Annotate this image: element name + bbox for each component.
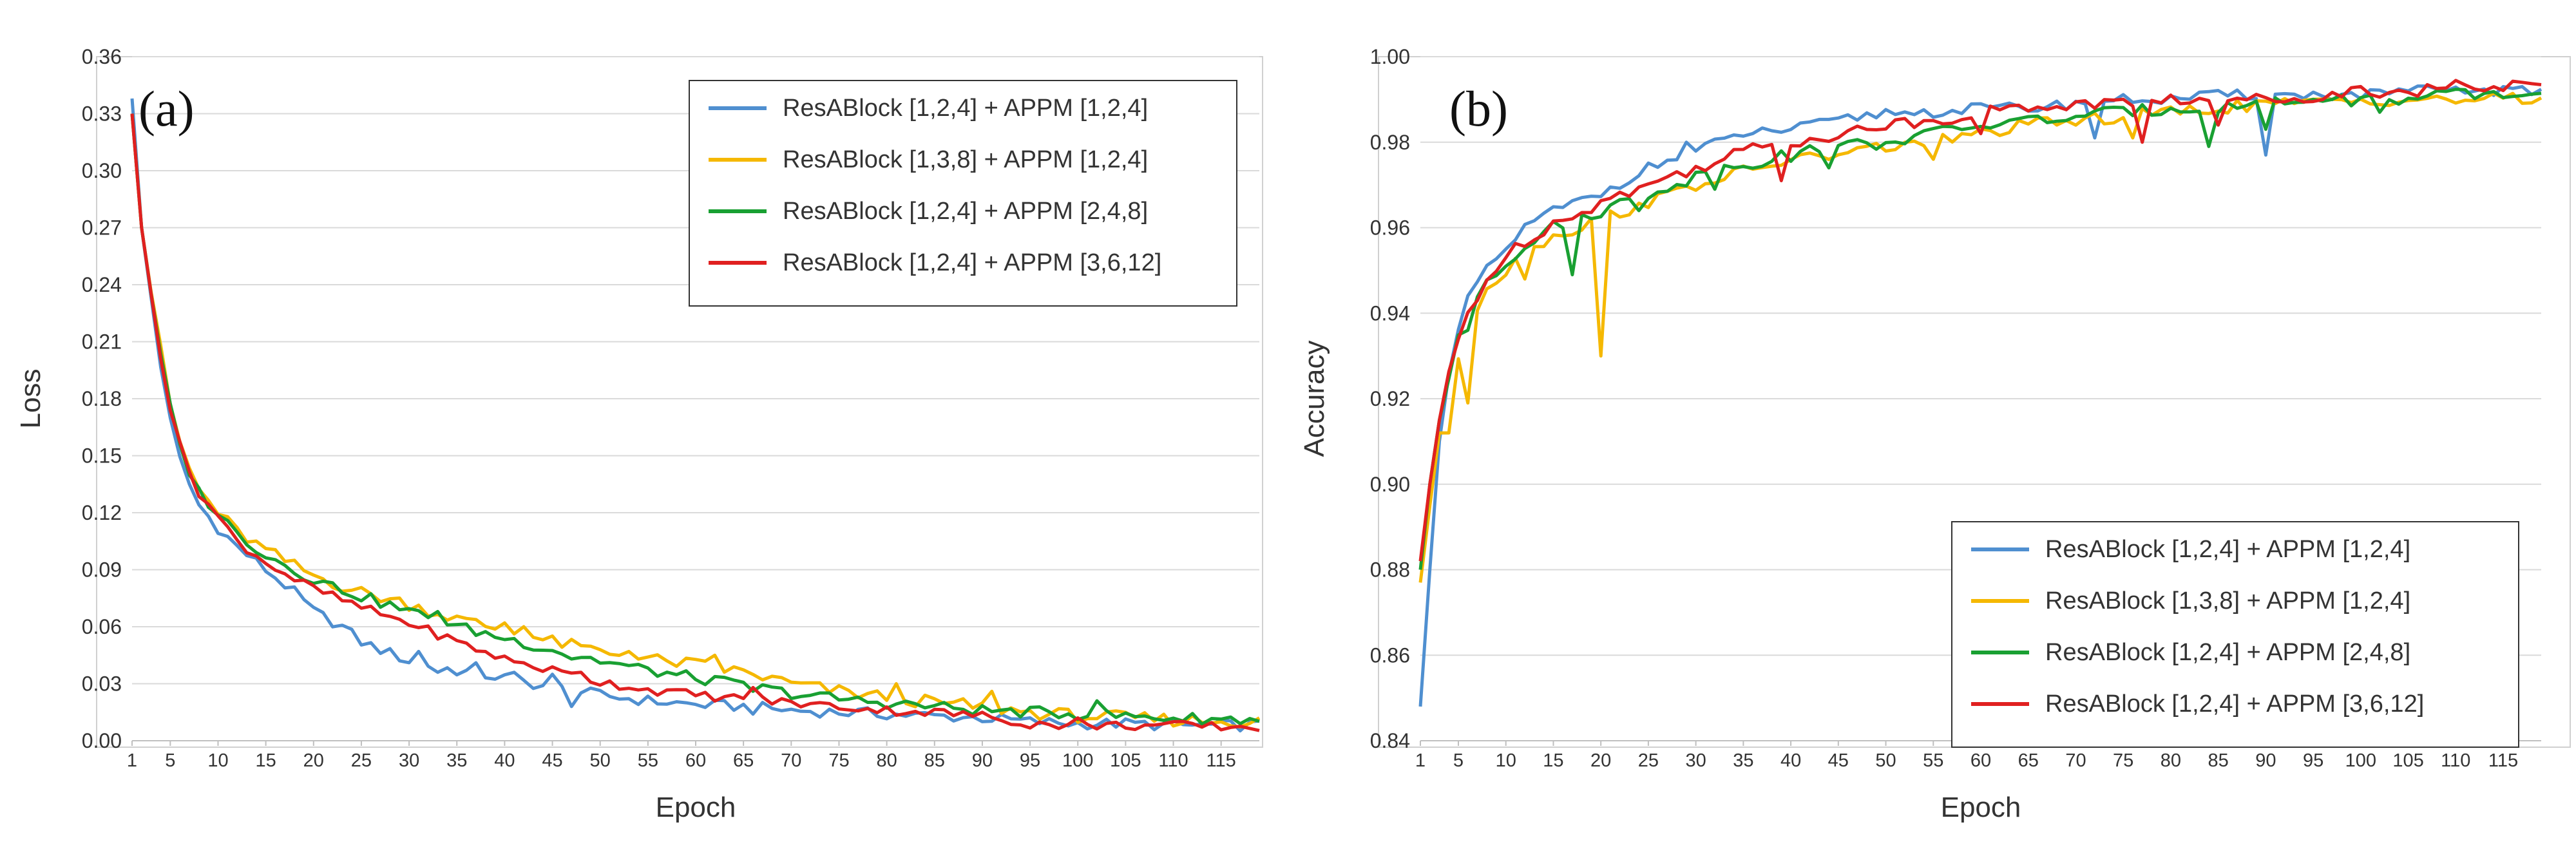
- legend-entry-1: ResABlock [1,2,4] + APPM [1,2,4]: [2045, 536, 2410, 563]
- x-tick-label: 1: [127, 750, 137, 771]
- x-tick-label: 30: [1685, 750, 1706, 771]
- y-tick-label: 0.96: [1370, 216, 1410, 240]
- y-tick-label: 0.88: [1370, 558, 1410, 582]
- y-axis-title: Loss: [15, 369, 46, 429]
- x-tick-label: 1: [1415, 750, 1426, 771]
- y-tick-label: 0.21: [82, 330, 122, 354]
- y-tick-label: 0.12: [82, 501, 122, 524]
- x-tick-label: 100: [1062, 750, 1093, 771]
- y-tick-label: 0.18: [82, 387, 122, 410]
- legend-entry-3: ResABlock [1,2,4] + APPM [2,4,8]: [2045, 639, 2410, 666]
- x-tick-label: 45: [542, 750, 562, 771]
- y-tick-label: 0.15: [82, 444, 122, 468]
- x-tick-label: 20: [1590, 750, 1611, 771]
- series-line-3: [1418, 88, 2542, 570]
- x-axis-title: Epoch: [656, 792, 736, 823]
- x-tick-label: 110: [2441, 750, 2470, 771]
- y-tick-label: 0.86: [1370, 643, 1410, 667]
- x-tick-label: 110: [1158, 750, 1188, 771]
- x-tick-label: 15: [1543, 750, 1563, 771]
- x-tick-label: 45: [1828, 750, 1849, 771]
- panel-label: (a): [138, 81, 195, 137]
- x-tick-label: 95: [2303, 750, 2323, 771]
- y-tick-label: 0.36: [82, 45, 122, 68]
- y-tick-label: 0.33: [82, 102, 122, 126]
- x-tick-label: 75: [828, 750, 849, 771]
- x-tick-label: 70: [2065, 750, 2086, 771]
- x-tick-label: 105: [2392, 750, 2423, 771]
- legend-box: [1951, 521, 2519, 748]
- y-tick-label: 0.98: [1370, 131, 1410, 154]
- series-line-4: [1418, 79, 2542, 562]
- x-tick-label: 5: [165, 750, 175, 771]
- x-tick-label: 90: [2255, 750, 2276, 771]
- series-line-2: [130, 113, 1261, 728]
- legend-entry-2: ResABlock [1,3,8] + APPM [1,2,4]: [783, 146, 1148, 173]
- x-tick-label: 85: [924, 750, 945, 771]
- x-tick-label: 25: [351, 750, 372, 771]
- y-axis-title: Accuracy: [1299, 341, 1330, 457]
- x-tick-label: 115: [1207, 750, 1236, 771]
- x-tick-label: 55: [638, 750, 658, 771]
- series-line-3: [130, 113, 1260, 726]
- x-tick-label: 40: [494, 750, 515, 771]
- panel-label: (b): [1449, 81, 1508, 137]
- x-tick-label: 10: [1496, 750, 1516, 771]
- y-tick-label: 0.92: [1370, 387, 1410, 410]
- x-tick-label: 65: [2018, 750, 2039, 771]
- legend-entry-4: ResABlock [1,2,4] + APPM [3,6,12]: [2045, 690, 2424, 718]
- x-tick-label: 105: [1110, 750, 1141, 771]
- y-tick-label: 0.09: [82, 558, 122, 582]
- accuracy-chart-panel: 0.840.860.880.900.920.940.960.981.001 5 10…: [1299, 45, 2571, 823]
- loss-chart-panel: 0.00 0.03 0.06 0.09 0.12 0.15 0.18 0.21 0.24 0.27…: [15, 45, 1263, 823]
- y-tick-label: 0.00: [82, 729, 122, 752]
- series-line-1: [1418, 84, 2543, 707]
- legend-entry-2: ResABlock [1,3,8] + APPM [1,2,4]: [2045, 587, 2410, 614]
- x-tick-label: 25: [1638, 750, 1659, 771]
- legend-entry-3: ResABlock [1,2,4] + APPM [2,4,8]: [783, 198, 1148, 225]
- x-tick-label: 65: [733, 750, 754, 771]
- y-tick-label: 0.03: [82, 672, 122, 696]
- x-tick-label: 85: [2208, 750, 2229, 771]
- x-axis-title: Epoch: [1941, 792, 2021, 823]
- y-tick-label: 0.06: [82, 615, 122, 638]
- legend-entry-1: ResABlock [1,2,4] + APPM [1,2,4]: [783, 95, 1148, 122]
- series-line-1: [130, 98, 1260, 733]
- x-tick-label: 100: [2345, 750, 2376, 771]
- x-tick-label: 10: [207, 750, 228, 771]
- x-tick-label: 15: [255, 750, 276, 771]
- y-tick-label: 0.90: [1370, 473, 1410, 496]
- x-tick-label: 5: [1453, 750, 1464, 771]
- y-tick-label: 0.30: [82, 159, 122, 182]
- legend-entry-4: ResABlock [1,2,4] + APPM [3,6,12]: [783, 249, 1161, 276]
- y-tick-label: 1.00: [1370, 45, 1410, 68]
- x-tick-label: 115: [2488, 750, 2518, 771]
- y-tick-label: 0.27: [82, 216, 122, 240]
- x-tick-label: 50: [1875, 750, 1896, 771]
- x-tick-label: 50: [590, 750, 611, 771]
- x-tick-label: 95: [1020, 750, 1040, 771]
- x-tick-label: 60: [685, 750, 706, 771]
- legend-box: [689, 80, 1237, 307]
- x-tick-label: 80: [876, 750, 897, 771]
- x-tick-label: 70: [781, 750, 801, 771]
- x-tick-label: 55: [1923, 750, 1943, 771]
- x-tick-label: 35: [446, 750, 467, 771]
- y-tick-label: 0.84: [1370, 729, 1410, 752]
- x-tick-label: 80: [2161, 750, 2181, 771]
- x-tick-label: 60: [1970, 750, 1991, 771]
- series-line-4: [130, 113, 1260, 732]
- y-tick-label: 0.94: [1370, 301, 1410, 325]
- x-tick-label: 90: [972, 750, 993, 771]
- x-tick-label: 75: [2113, 750, 2133, 771]
- y-tick-label: 0.24: [82, 273, 122, 296]
- x-tick-label: 35: [1733, 750, 1753, 771]
- x-tick-label: 30: [399, 750, 419, 771]
- x-tick-label: 40: [1780, 750, 1801, 771]
- x-tick-label: 20: [303, 750, 324, 771]
